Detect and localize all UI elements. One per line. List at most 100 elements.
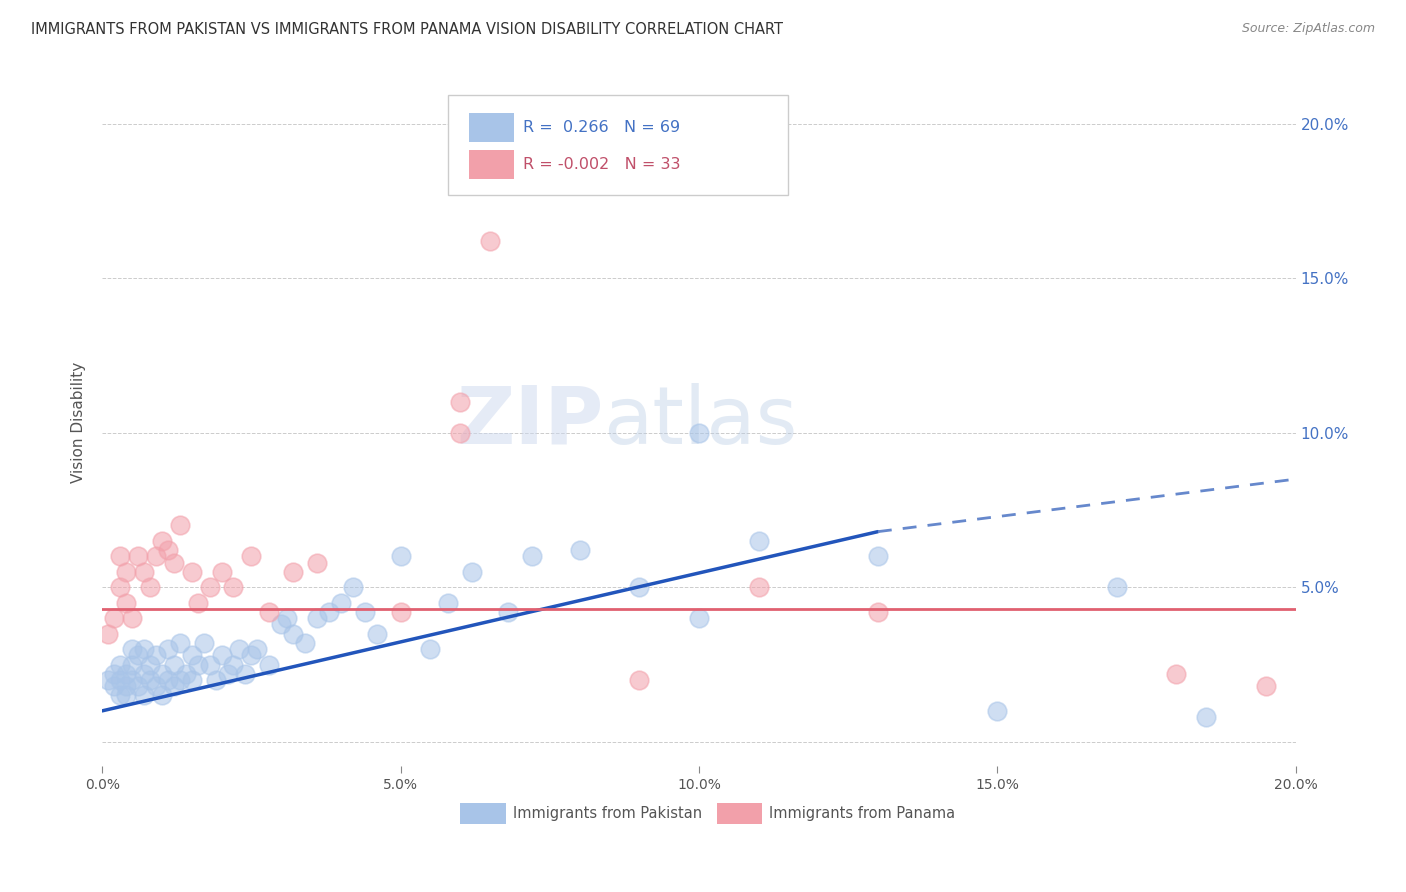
Point xyxy=(568,543,591,558)
Point xyxy=(329,596,352,610)
Point xyxy=(163,679,186,693)
Point xyxy=(479,234,502,248)
Point xyxy=(169,518,191,533)
Point xyxy=(169,673,191,687)
Point xyxy=(222,580,245,594)
Point xyxy=(259,605,281,619)
Point xyxy=(169,636,191,650)
Point xyxy=(193,636,215,650)
Text: R =  0.266   N = 69: R = 0.266 N = 69 xyxy=(523,120,681,135)
Point xyxy=(389,605,412,619)
Point xyxy=(145,648,167,663)
Point xyxy=(259,657,281,672)
Point xyxy=(145,679,167,693)
Point xyxy=(150,666,173,681)
Point xyxy=(866,549,889,564)
Point xyxy=(103,679,125,693)
Point xyxy=(156,543,179,558)
Point xyxy=(121,642,143,657)
Point xyxy=(121,673,143,687)
Point xyxy=(305,556,328,570)
Point xyxy=(246,642,269,657)
Point xyxy=(688,425,710,440)
Point xyxy=(132,642,155,657)
Point xyxy=(103,666,125,681)
FancyBboxPatch shape xyxy=(460,803,506,823)
Point xyxy=(127,679,149,693)
Point xyxy=(437,596,460,610)
FancyBboxPatch shape xyxy=(717,803,762,823)
Point xyxy=(211,565,233,579)
Point xyxy=(520,549,543,564)
Point xyxy=(132,689,155,703)
Point xyxy=(1105,580,1128,594)
Point xyxy=(217,666,239,681)
Point xyxy=(187,657,209,672)
Point xyxy=(986,704,1008,718)
Point xyxy=(318,605,340,619)
FancyBboxPatch shape xyxy=(468,112,515,142)
Point xyxy=(419,642,441,657)
Point xyxy=(748,533,770,548)
Point xyxy=(108,673,131,687)
Point xyxy=(115,679,138,693)
Point xyxy=(139,673,162,687)
Point xyxy=(305,611,328,625)
Point xyxy=(156,642,179,657)
Point xyxy=(294,636,316,650)
Point xyxy=(108,657,131,672)
Point xyxy=(198,580,221,594)
Point xyxy=(283,626,305,640)
Point xyxy=(240,549,263,564)
Point xyxy=(389,549,412,564)
Point xyxy=(353,605,375,619)
Text: IMMIGRANTS FROM PAKISTAN VS IMMIGRANTS FROM PANAMA VISION DISABILITY CORRELATION: IMMIGRANTS FROM PAKISTAN VS IMMIGRANTS F… xyxy=(31,22,783,37)
Point xyxy=(449,395,471,409)
Point xyxy=(222,657,245,672)
Point xyxy=(204,673,226,687)
Point xyxy=(145,549,167,564)
Point xyxy=(180,648,202,663)
Point xyxy=(127,648,149,663)
Point xyxy=(115,689,138,703)
Point xyxy=(115,666,138,681)
Point xyxy=(628,673,651,687)
Point xyxy=(180,673,202,687)
Point xyxy=(342,580,364,594)
Point xyxy=(748,580,770,594)
Text: Immigrants from Panama: Immigrants from Panama xyxy=(769,805,956,821)
Point xyxy=(235,666,257,681)
Point xyxy=(108,689,131,703)
Point xyxy=(174,666,197,681)
Point xyxy=(1254,679,1277,693)
Point xyxy=(866,605,889,619)
Point xyxy=(103,611,125,625)
FancyBboxPatch shape xyxy=(468,150,515,178)
Text: ZIP: ZIP xyxy=(456,383,603,461)
Point xyxy=(115,596,138,610)
Point xyxy=(139,580,162,594)
Point xyxy=(461,565,484,579)
Point xyxy=(270,617,292,632)
Point xyxy=(163,657,186,672)
Text: Immigrants from Pakistan: Immigrants from Pakistan xyxy=(513,805,702,821)
Point xyxy=(180,565,202,579)
Point xyxy=(228,642,250,657)
Text: Source: ZipAtlas.com: Source: ZipAtlas.com xyxy=(1241,22,1375,36)
Point xyxy=(628,580,651,594)
Point xyxy=(97,673,120,687)
Point xyxy=(121,611,143,625)
Text: atlas: atlas xyxy=(603,383,797,461)
Point xyxy=(496,605,519,619)
Point xyxy=(139,657,162,672)
Point xyxy=(150,689,173,703)
Point xyxy=(240,648,263,663)
Point xyxy=(156,673,179,687)
Point xyxy=(211,648,233,663)
Point xyxy=(283,565,305,579)
Point xyxy=(449,425,471,440)
Point xyxy=(187,596,209,610)
Point xyxy=(276,611,298,625)
Point xyxy=(97,626,120,640)
Point xyxy=(1166,666,1188,681)
